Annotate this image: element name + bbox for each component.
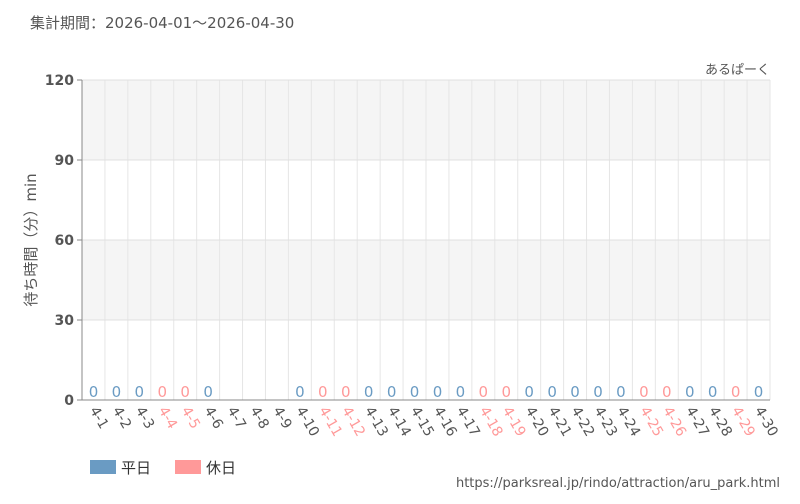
x-tick-label: 4-22	[568, 404, 598, 440]
data-label: 0	[341, 383, 351, 401]
data-label: 0	[157, 383, 167, 401]
data-label: 0	[89, 383, 99, 401]
x-tick-label: 4-4	[155, 404, 180, 432]
data-label: 0	[639, 383, 649, 401]
x-tick-label: 4-6	[201, 404, 226, 432]
data-label: 0	[479, 383, 489, 401]
x-tick-label: 4-20	[522, 404, 552, 440]
data-label: 0	[616, 383, 626, 401]
x-tick-label: 4-29	[728, 404, 758, 440]
data-label: 0	[410, 383, 420, 401]
x-tick-label: 4-28	[705, 404, 735, 440]
x-tick-label: 4-24	[613, 404, 643, 440]
x-tick-label: 4-15	[407, 404, 437, 440]
data-label: 0	[203, 383, 213, 401]
data-label: 0	[135, 383, 145, 401]
x-tick-label: 4-9	[269, 404, 294, 432]
data-label: 0	[387, 383, 397, 401]
y-tick-label: 0	[64, 393, 74, 409]
x-tick-label: 4-8	[247, 404, 272, 432]
x-tick-label: 4-26	[659, 404, 689, 440]
x-tick-label: 4-12	[338, 404, 368, 440]
y-tick-label: 90	[55, 153, 75, 169]
data-label: 0	[754, 383, 764, 401]
y-axis-label: 待ち時間（分）min	[22, 173, 40, 306]
x-tick-label: 4-5	[178, 404, 203, 432]
data-label: 0	[295, 383, 305, 401]
data-label: 0	[662, 383, 672, 401]
x-tick-label: 4-18	[476, 404, 506, 440]
legend-label: 休日	[206, 459, 236, 477]
x-tick-label: 4-14	[384, 404, 414, 440]
data-label: 0	[318, 383, 328, 401]
x-tick-label: 4-21	[545, 404, 575, 440]
x-tick-label: 4-2	[109, 404, 134, 432]
source-url: https://parksreal.jp/rindo/attraction/ar…	[456, 476, 780, 491]
data-label: 0	[180, 383, 190, 401]
data-label: 0	[456, 383, 466, 401]
x-tick-label: 4-11	[315, 404, 345, 440]
data-label: 0	[685, 383, 695, 401]
x-tick-label: 4-19	[499, 404, 529, 440]
y-tick-label: 30	[55, 313, 75, 329]
x-tick-label: 4-23	[591, 404, 621, 440]
data-label: 0	[708, 383, 718, 401]
data-label: 0	[433, 383, 443, 401]
x-tick-label: 4-25	[636, 404, 666, 440]
x-tick-label: 4-1	[86, 404, 111, 432]
brand: あるぱーく	[705, 63, 770, 78]
x-tick-label: 4-13	[361, 404, 391, 440]
data-label: 0	[593, 383, 603, 401]
y-tick-label: 120	[45, 73, 74, 89]
x-tick-label: 4-30	[751, 404, 781, 440]
data-label: 0	[364, 383, 374, 401]
legend-swatch	[90, 460, 116, 474]
legend-swatch	[175, 460, 201, 474]
y-tick-label: 60	[55, 233, 75, 249]
x-tick-label: 4-7	[224, 404, 249, 432]
data-label: 0	[570, 383, 580, 401]
x-tick-label: 4-27	[682, 404, 712, 440]
chart-title: 集計期間：2026-04-01～2026-04-30	[30, 14, 294, 32]
x-tick-label: 4-10	[292, 404, 322, 440]
data-label: 0	[112, 383, 122, 401]
data-label: 0	[501, 383, 511, 401]
data-label: 0	[547, 383, 557, 401]
data-label: 0	[524, 383, 534, 401]
x-tick-label: 4-17	[453, 404, 483, 440]
x-tick-label: 4-3	[132, 404, 157, 432]
x-tick-label: 4-16	[430, 404, 460, 440]
legend-label: 平日	[121, 459, 151, 477]
data-label: 0	[731, 383, 741, 401]
